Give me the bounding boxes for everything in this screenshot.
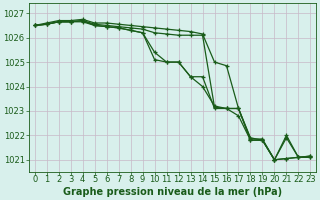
X-axis label: Graphe pression niveau de la mer (hPa): Graphe pression niveau de la mer (hPa) xyxy=(63,187,282,197)
